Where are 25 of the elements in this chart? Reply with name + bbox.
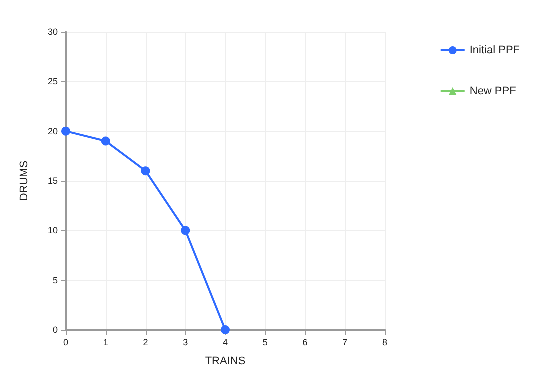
x-tick-label: 4 xyxy=(222,338,228,348)
point xyxy=(62,126,70,136)
point xyxy=(181,226,190,236)
point xyxy=(101,136,110,146)
y-tick-label: 30 xyxy=(48,27,58,37)
x-tick-label: 1 xyxy=(103,338,108,348)
y-tick-label: 15 xyxy=(48,176,58,186)
x-tick-label: 3 xyxy=(183,338,188,348)
y-axis-title: DRUMS xyxy=(18,160,30,202)
legend-label: Initial PPF xyxy=(470,44,520,56)
y-tick-label: 25 xyxy=(48,76,58,87)
x-tick-label: 7 xyxy=(342,338,348,348)
x-tick-label: 5 xyxy=(262,338,268,348)
x-tick-label: 6 xyxy=(302,338,308,348)
point xyxy=(141,166,150,176)
x-tick-label: 2 xyxy=(143,338,148,348)
y-tick-label: 5 xyxy=(52,275,58,286)
x-axis-title: TRAINS xyxy=(205,356,246,368)
x-tick-label: 8 xyxy=(382,338,388,348)
y-tick-label: 0 xyxy=(52,325,58,335)
legend-label: New PPF xyxy=(470,86,517,98)
y-tick-label: 20 xyxy=(48,126,58,136)
x-tick-label: 0 xyxy=(63,338,69,348)
point xyxy=(221,326,230,334)
y-tick-label: 10 xyxy=(48,226,58,236)
